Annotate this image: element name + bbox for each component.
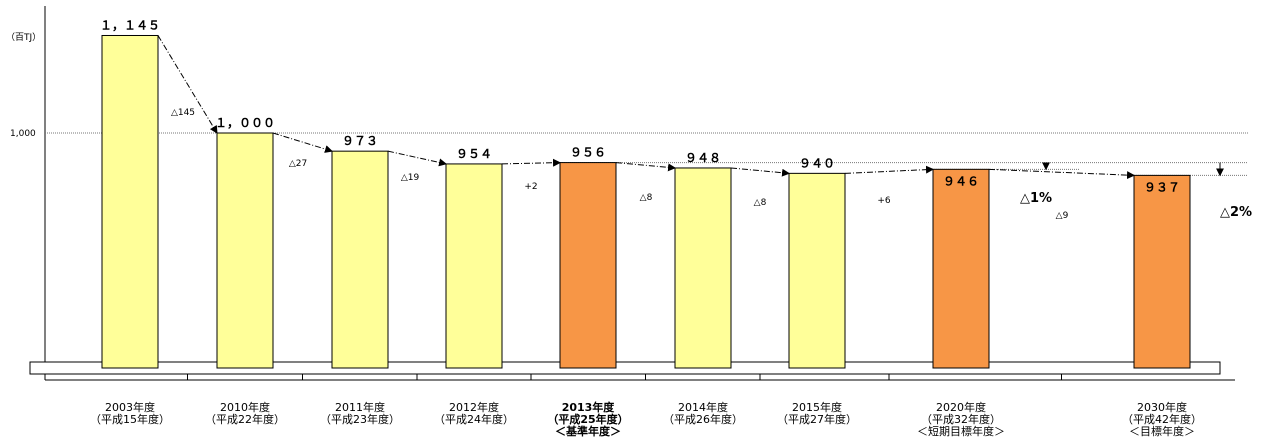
change-label: △145 — [171, 108, 195, 118]
value-labels: １，１４５ １，０００ ９７３ ９５４ ９５６ ９４８ ９４０ ９４６ ９３７ — [100, 18, 1180, 194]
bar — [932, 168, 990, 369]
change-labels: △145 △27 △19 +2 △8 △8 +6 △9 △1% △2% — [171, 108, 1252, 221]
bar — [101, 34, 159, 369]
value-label: ９７３ — [342, 134, 378, 148]
y-tick-label: 1,000 — [10, 129, 36, 139]
change-label: △9 — [1056, 211, 1069, 221]
change-label: △8 — [640, 193, 653, 203]
category-label: （平成22年度） — [205, 412, 285, 426]
trend-segment — [844, 165, 934, 174]
category-label: 2012年度 — [449, 400, 499, 414]
bar — [216, 132, 274, 369]
trend-line — [157, 35, 1224, 180]
reduction-label: △2% — [1220, 205, 1252, 220]
bar — [1133, 174, 1191, 369]
bar — [445, 163, 503, 369]
change-label: +2 — [524, 182, 537, 192]
value-label: ９４８ — [685, 151, 721, 165]
category-label: 2013年度 — [562, 400, 616, 414]
category-label: 2003年度 — [105, 400, 155, 414]
trend-segment — [615, 162, 676, 172]
value-label: ９４０ — [799, 156, 835, 170]
y-axis-unit: （百TJ） — [6, 32, 41, 43]
trend-segment — [272, 132, 333, 153]
category-label: （平成23年度） — [320, 412, 400, 426]
category-label: （平成27年度） — [777, 412, 857, 426]
category-label: （平成32年度） — [921, 412, 1001, 426]
axis-break-band — [29, 361, 1221, 375]
bar — [674, 167, 732, 369]
bar — [559, 162, 617, 369]
bar — [331, 150, 389, 369]
category-label: （平成24年度） — [434, 412, 514, 426]
reduction-label: △1% — [1020, 191, 1052, 206]
trend-segment — [501, 158, 561, 167]
trend-segment — [988, 168, 1135, 180]
value-label: ９４６ — [943, 174, 979, 188]
category-label: 2015年度 — [792, 400, 842, 414]
change-label: △19 — [401, 173, 420, 183]
value-label: １，０００ — [215, 116, 275, 130]
category-label: ＜基準年度＞ — [555, 424, 621, 438]
category-label: 2014年度 — [678, 400, 728, 414]
value-label: ９５４ — [456, 147, 492, 161]
category-label: 2030年度 — [1137, 400, 1187, 414]
category-label: ＜短期目標年度＞ — [917, 424, 1005, 438]
value-label: １，１４５ — [100, 18, 160, 32]
reference-lines: 1,000 — [10, 129, 1248, 176]
category-label: （平成42年度） — [1122, 412, 1202, 426]
category-label: （平成26年度） — [663, 412, 743, 426]
category-label: ＜目標年度＞ — [1129, 424, 1195, 438]
trend-segment — [730, 167, 790, 177]
category-label: （平成15年度） — [90, 412, 170, 426]
trend-segment — [387, 150, 447, 167]
trend-segment — [157, 35, 218, 134]
value-label: ９３７ — [1144, 180, 1180, 194]
bar — [788, 172, 846, 369]
category-labels: 2003年度（平成15年度） 2010年度（平成22年度） 2011年度（平成23年… — [90, 400, 1202, 438]
category-label: 2010年度 — [220, 400, 270, 414]
change-label: +6 — [877, 196, 891, 206]
plot-frame — [29, 6, 1235, 381]
category-label: 2011年度 — [335, 400, 385, 414]
change-label: △27 — [289, 159, 307, 169]
category-label: （平成25年度） — [547, 412, 628, 426]
bars — [101, 34, 1191, 369]
value-label: ９５６ — [570, 146, 606, 160]
change-label: △8 — [754, 198, 767, 208]
category-label: 2020年度 — [936, 400, 986, 414]
